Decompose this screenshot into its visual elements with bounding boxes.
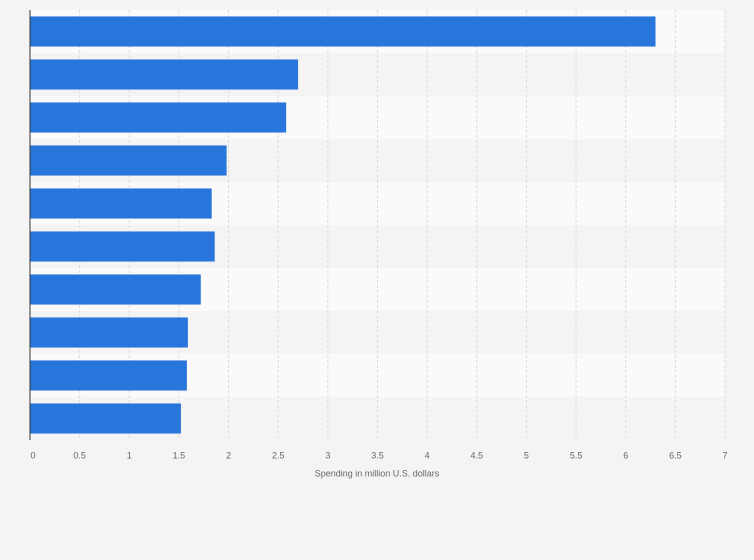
x-tick-label: 0 — [30, 450, 35, 460]
x-tick-label: 0.5 — [73, 450, 86, 460]
bar — [30, 59, 299, 90]
x-tick-label: 7 — [722, 450, 727, 460]
x-tick-label: 6 — [623, 450, 628, 460]
bar — [30, 188, 212, 219]
x-tick-label: 1 — [127, 450, 132, 460]
x-tick-label: 2.5 — [272, 450, 285, 460]
bar — [30, 102, 287, 133]
x-tick-label: 1.5 — [173, 450, 186, 460]
x-tick-label: 4.5 — [471, 450, 484, 460]
x-tick-label: 3.5 — [371, 450, 384, 460]
bar — [30, 145, 227, 176]
bar — [30, 274, 201, 305]
x-tick-label: 6.5 — [669, 450, 682, 460]
x-tick-label: 3 — [325, 450, 330, 460]
bar — [30, 317, 188, 348]
x-tick-label: 5.5 — [570, 450, 583, 460]
bar — [30, 16, 656, 47]
x-tick-label: 5 — [524, 450, 529, 460]
x-tick-label: 2 — [226, 450, 231, 460]
bar — [30, 231, 215, 262]
bar — [30, 360, 187, 391]
x-axis-label: Spending in million U.S. dollars — [315, 468, 440, 478]
bar — [30, 403, 181, 434]
x-tick-label: 4 — [425, 450, 430, 460]
